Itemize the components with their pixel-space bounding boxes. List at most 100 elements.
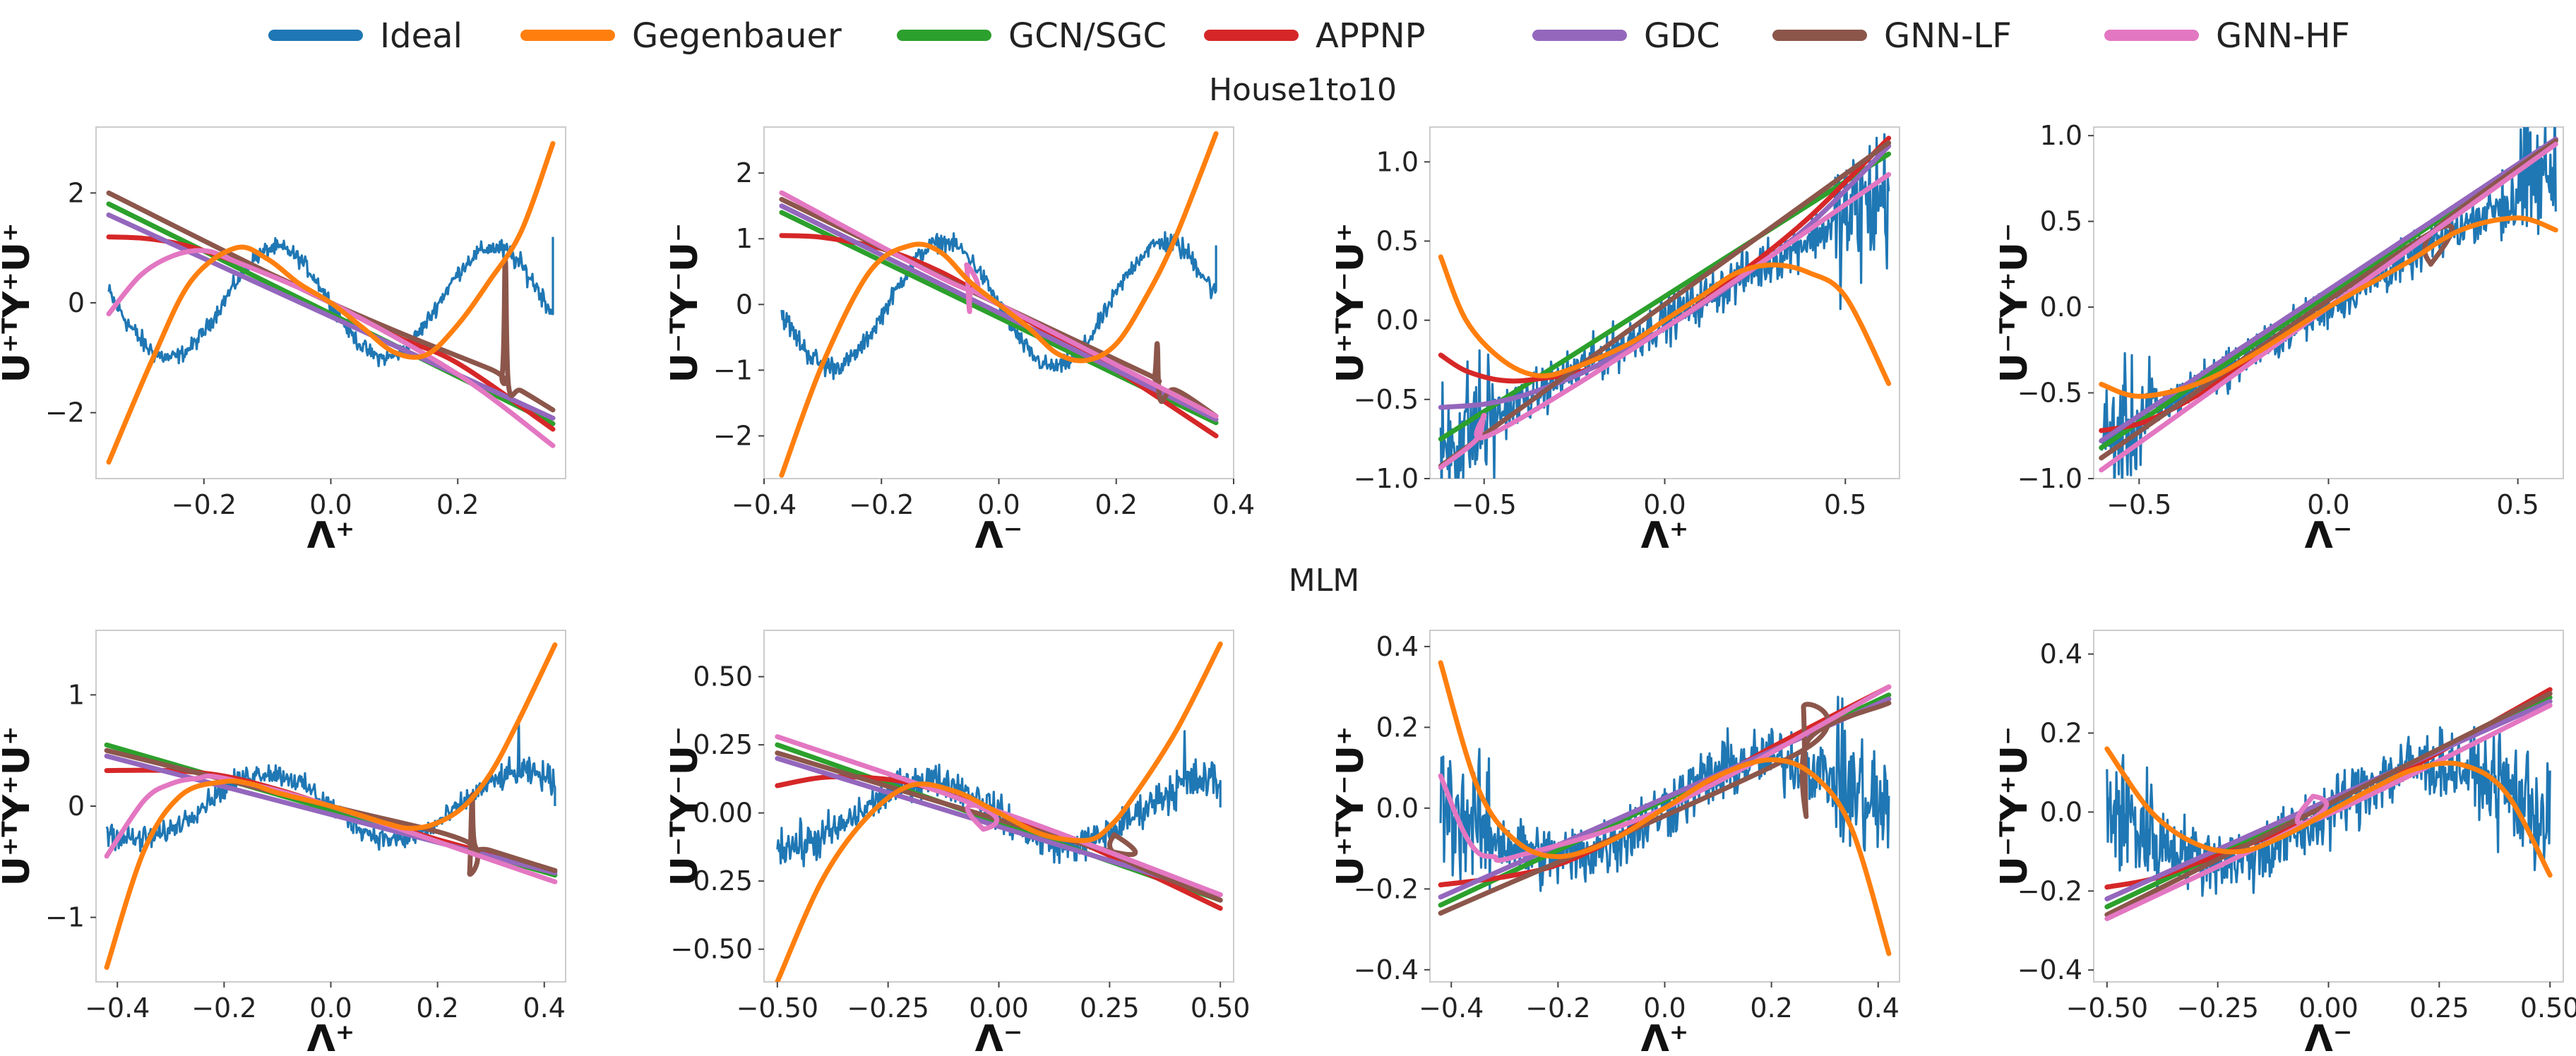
x-axis-label: Λ⁺ <box>307 515 355 557</box>
series-gnn-lf <box>775 750 1223 903</box>
x-tick-label: 0.25 <box>1080 992 1140 1024</box>
y-axis-label: U⁺ᵀY⁺U⁺ <box>0 726 38 887</box>
y-tick-label: −0.4 <box>1354 954 1419 985</box>
y-axis-label: U⁻ᵀY⁺U⁻ <box>1993 726 2036 887</box>
x-tick-label: −0.2 <box>849 489 914 520</box>
y-tick-label: −2 <box>45 397 85 428</box>
x-tick-label: −0.50 <box>2066 992 2148 1024</box>
legend-label: Ideal <box>380 16 463 56</box>
x-tick-label: −0.4 <box>732 489 797 520</box>
y-tick-label: −0.25 <box>671 865 753 896</box>
series-gegenbauer <box>104 642 558 970</box>
series-gnn-lf <box>2099 138 2558 461</box>
x-axis-label: Λ⁻ <box>975 1018 1023 1056</box>
series-gnn-hf <box>106 248 556 448</box>
subplot-6: −0.50 −0.25 0.00 0.25 0.50 −0.50 −0.25 0.00 0.25… <box>664 630 1250 1056</box>
y-tick-label: −1.0 <box>1354 463 1419 494</box>
y-axis-label: U⁺ᵀY⁻U⁺ <box>1330 223 1372 383</box>
x-tick-label: 0.2 <box>416 992 458 1024</box>
plot-area <box>104 642 558 970</box>
series-gegenbauer <box>2099 215 2558 399</box>
series-gnn-hf <box>775 734 1223 897</box>
legend-label: Gegenbauer <box>632 16 842 56</box>
x-tick-label: 0.0 <box>309 489 352 520</box>
x-tick-label: 0.2 <box>1750 992 1792 1024</box>
y-tick-label: 0.00 <box>693 798 753 829</box>
series-appnp <box>779 233 1219 438</box>
series-gdc <box>2099 136 2558 444</box>
series-gdc <box>2104 699 2553 901</box>
y-tick-label: 0.25 <box>693 729 753 760</box>
legend-entry-appnp: APPNP <box>1204 16 1426 56</box>
y-axis-label: U⁺ᵀY⁻U⁺ <box>1330 726 1372 887</box>
x-tick-label: 0.0 <box>2307 489 2349 520</box>
row-title-mlm: MLM <box>1289 563 1359 599</box>
y-tick-label: 0 <box>68 791 85 822</box>
series-gegenbauer <box>1438 254 1892 386</box>
x-tick-label: −0.2 <box>172 489 237 520</box>
x-axis-label: Λ⁺ <box>1641 515 1689 557</box>
x-tick-label: 0.5 <box>2496 489 2539 520</box>
y-tick-label: −0.5 <box>2017 378 2082 409</box>
legend-entry-gegenbauer: Gegenbauer <box>520 16 842 56</box>
subplot-4: −0.5 0.0 0.5 −1.0 −0.5 0.0 0.5 1.0 Λ⁻ U⁻ᵀY⁺U⁻ <box>1993 120 2564 557</box>
x-axis-label: Λ⁺ <box>307 1018 355 1056</box>
x-tick-label: 0.5 <box>1824 489 1866 520</box>
x-tick-label: 0.0 <box>1643 992 1686 1024</box>
plot-area <box>779 131 1219 478</box>
x-tick-label: 0.2 <box>1095 489 1138 520</box>
x-tick-label: 0.50 <box>1191 992 1251 1024</box>
series-gnn-lf <box>1438 700 1892 916</box>
series-gnn-hf <box>1438 172 1892 470</box>
series-gnn-hf <box>779 190 1219 419</box>
series-gcn-sgc <box>1438 151 1892 442</box>
y-tick-label: 0 <box>68 287 85 318</box>
y-tick-label: 0.5 <box>2040 206 2082 237</box>
plot-area <box>1438 133 1892 479</box>
x-tick-label: −0.4 <box>85 992 150 1024</box>
series-gnn-lf <box>1438 140 1892 469</box>
series-gnn-hf <box>104 773 558 884</box>
x-tick-label: −0.25 <box>2176 992 2258 1024</box>
series-gegenbauer <box>106 140 556 465</box>
series-gegenbauer <box>1438 660 1892 956</box>
row-title-house1to10: House1to10 <box>1209 72 1397 108</box>
y-tick-label: 0.4 <box>1376 631 1419 662</box>
y-tick-label: −2 <box>713 420 753 451</box>
subplot-8: −0.50 −0.25 0.00 0.25 0.50 −0.4 −0.2 0.0 0.2 0.4 Λ… <box>1993 630 2576 1056</box>
x-axis-label: Λ⁻ <box>975 515 1023 557</box>
x-tick-label: −0.25 <box>847 992 929 1024</box>
y-tick-label: −0.50 <box>671 934 753 965</box>
legend-entry-gdc: GDC <box>1532 16 1720 56</box>
plot-area <box>775 641 1223 982</box>
x-tick-label: −0.2 <box>1525 992 1590 1024</box>
series-ideal <box>107 236 554 368</box>
legend-label: GNN-LF <box>1884 16 2012 56</box>
y-tick-label: −0.2 <box>1354 873 1419 904</box>
subplot-5: −0.4 −0.2 0.0 0.2 0.4 −1 0 1 Λ⁺ U⁺ᵀY⁺U⁺ <box>0 630 566 1056</box>
legend-entry-gnn-hf: GNN-HF <box>2104 16 2350 56</box>
plot-area <box>1438 660 1892 956</box>
x-tick-label: 0.0 <box>977 489 1020 520</box>
series-ideal <box>1439 695 1890 894</box>
y-tick-label: 0.50 <box>693 661 753 692</box>
plot-area <box>106 140 556 465</box>
y-tick-label: −0.5 <box>1354 384 1419 415</box>
x-tick-label: 0.00 <box>969 992 1029 1024</box>
y-tick-label: 0.0 <box>2040 292 2082 323</box>
legend-entry-ideal: Ideal <box>268 16 463 56</box>
y-axis-label: U⁻ᵀY⁺U⁻ <box>1993 223 2036 383</box>
legend-entry-gcn-sgc: GCN/SGC <box>897 16 1167 56</box>
y-tick-label: −0.4 <box>2017 954 2082 985</box>
y-tick-label: 0 <box>736 289 753 320</box>
x-tick-label: 0.2 <box>436 489 479 520</box>
y-tick-label: 0.2 <box>2040 717 2082 748</box>
x-tick-label: −0.5 <box>1452 489 1517 520</box>
x-tick-label: 0.4 <box>1857 992 1900 1024</box>
x-axis-label: Λ⁻ <box>2305 515 2353 557</box>
x-tick-label: 0.50 <box>2520 992 2576 1024</box>
y-tick-label: 0.4 <box>2040 639 2082 670</box>
series-appnp <box>1438 136 1892 384</box>
x-tick-label: −0.4 <box>1419 992 1484 1024</box>
plot-area <box>2099 127 2558 479</box>
